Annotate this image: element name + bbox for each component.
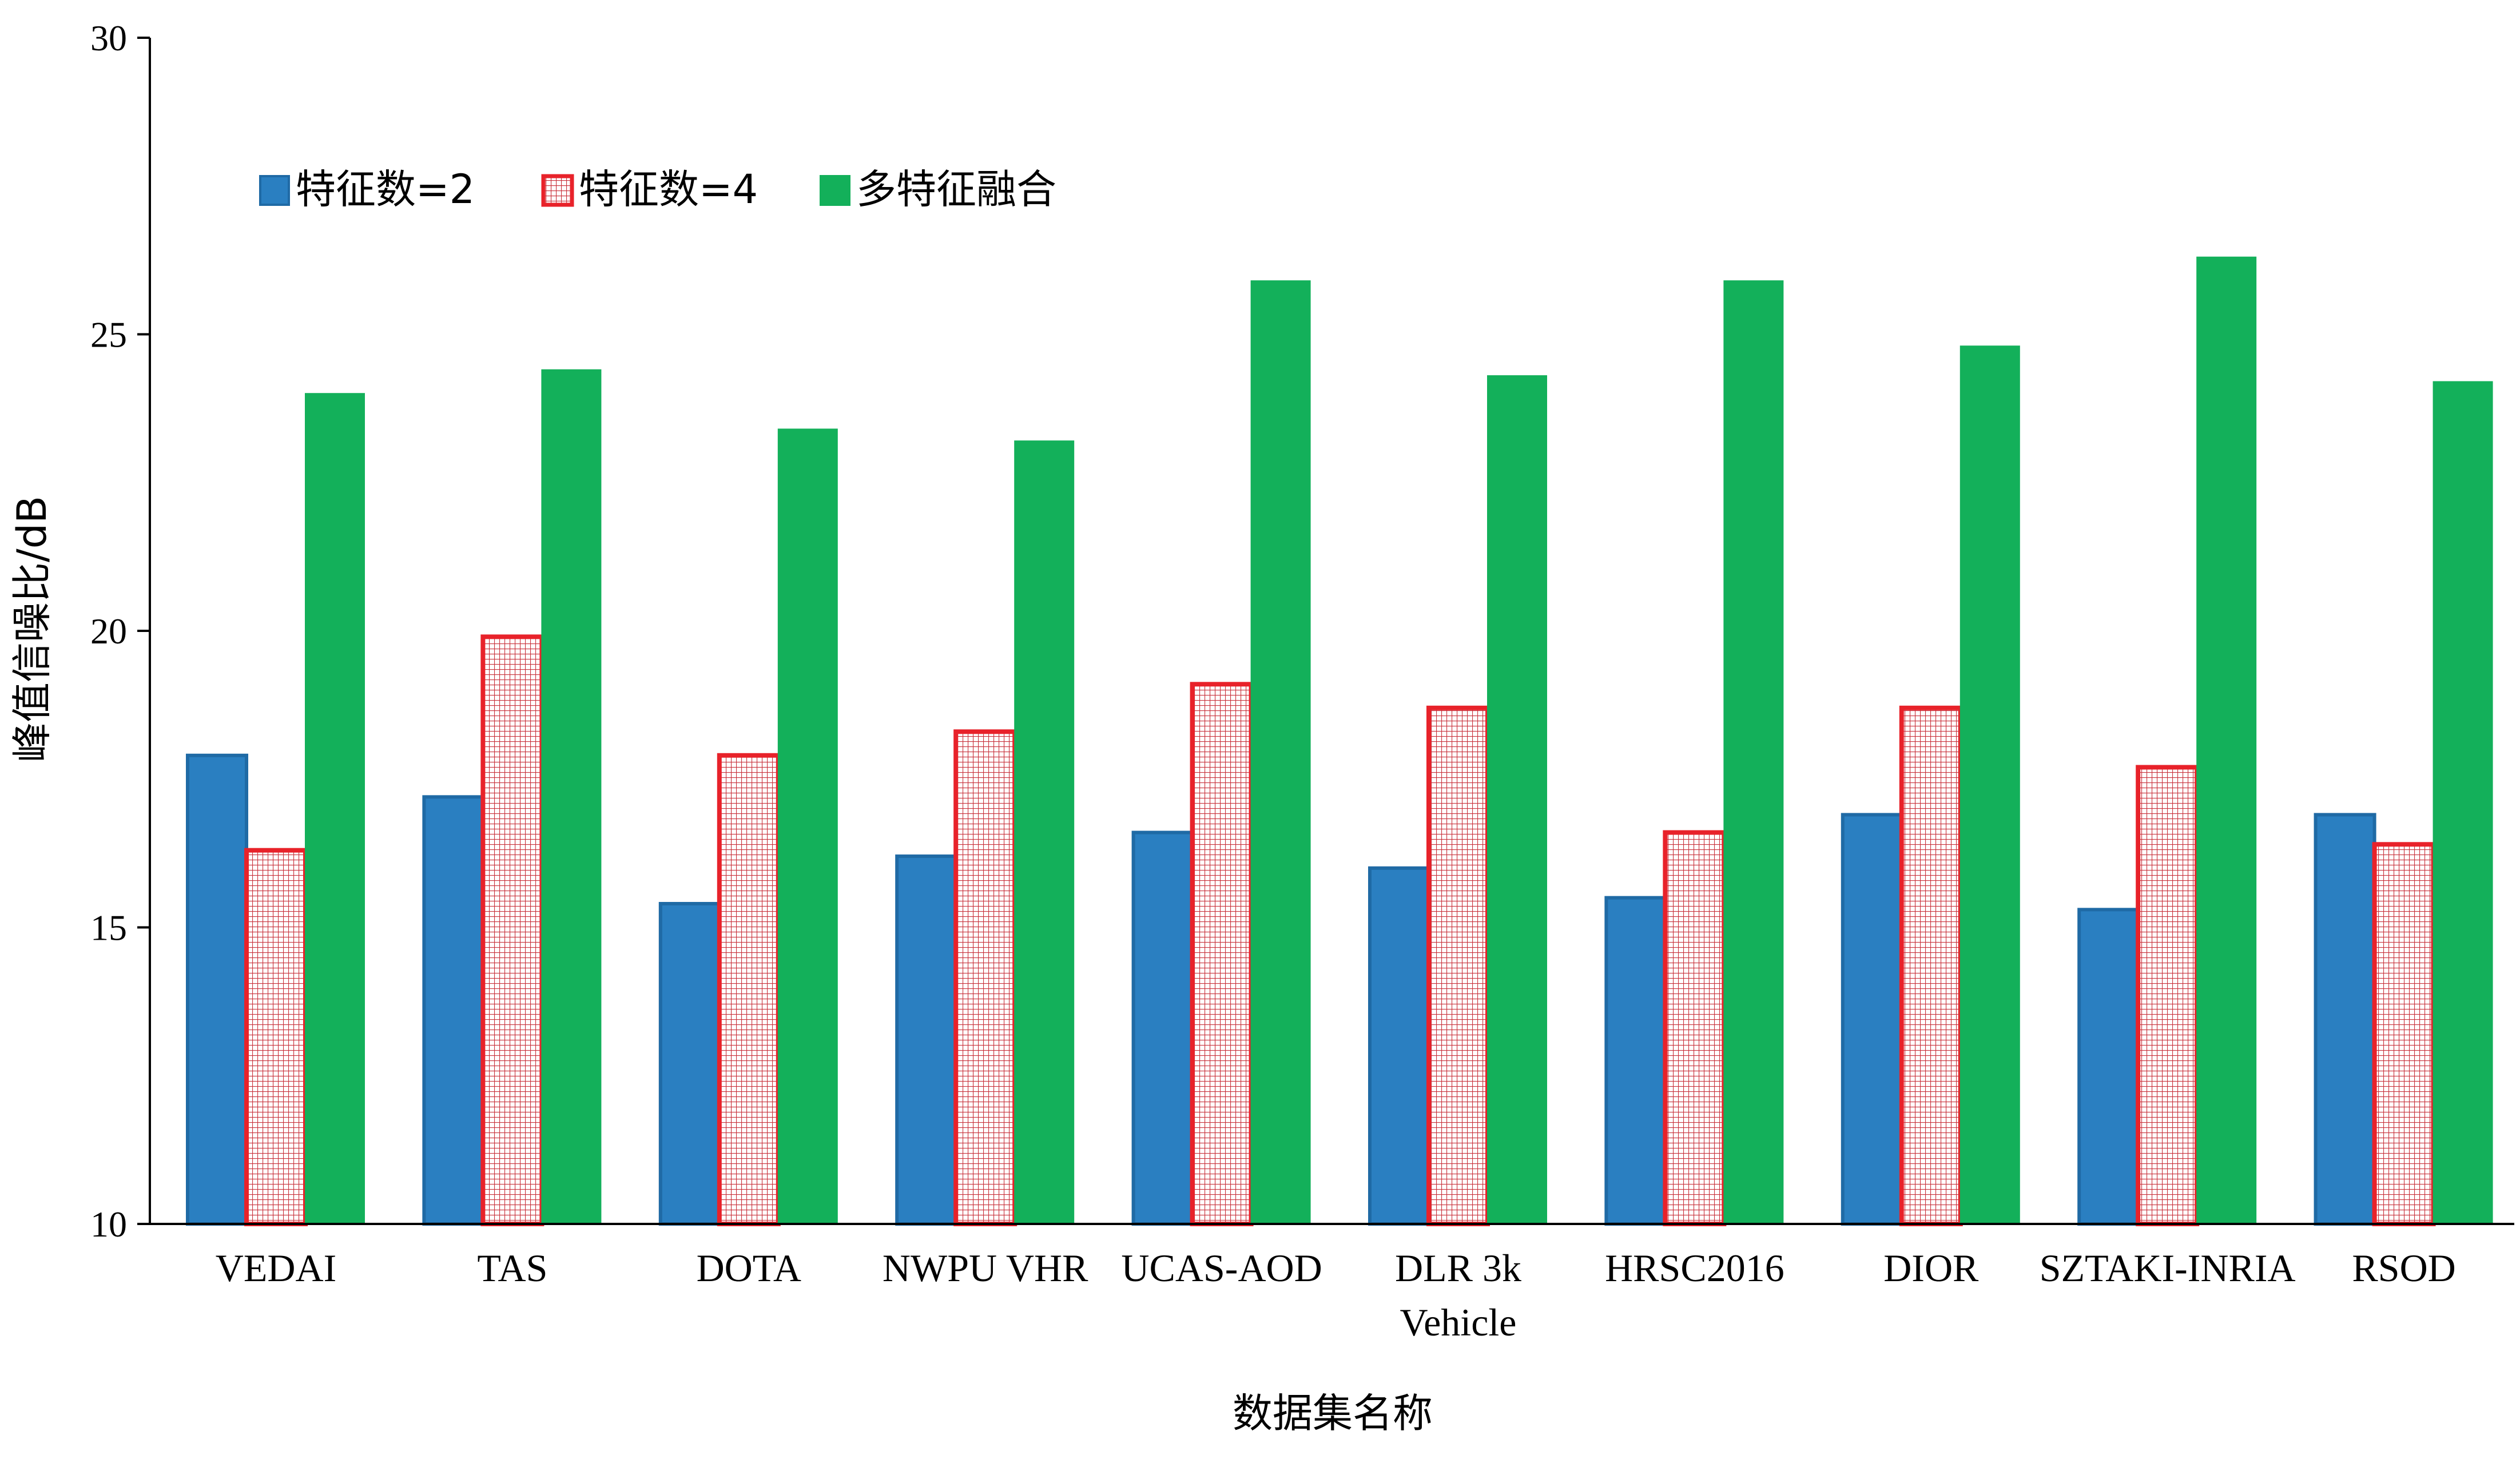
x-tick-label: TAS <box>477 1246 547 1290</box>
bar-2-2 <box>480 634 544 1226</box>
bar-2-7 <box>1663 830 1727 1226</box>
bar-1-7 <box>1604 896 1667 1226</box>
bar-3-5 <box>1250 280 1311 1225</box>
bar-2-8 <box>1899 705 1963 1227</box>
bar-3-4 <box>1014 440 1075 1225</box>
bar-2-3 <box>717 753 781 1226</box>
bar-1-4 <box>895 854 958 1226</box>
y-axis-title: 峰值信噪比/dB <box>9 496 55 762</box>
bar-1-2 <box>422 795 485 1226</box>
x-tick-label: DLR 3k <box>1395 1246 1521 1290</box>
y-ticks: 10 15 20 25 30 <box>90 18 150 1245</box>
bar-1-3 <box>658 902 721 1226</box>
legend-label-3: 多特征融合 <box>856 166 1056 213</box>
bar-2-4 <box>953 729 1017 1227</box>
bar-2-10 <box>2372 842 2436 1226</box>
x-tick-label: HRSC2016 <box>1605 1246 1784 1290</box>
x-tick-label: Vehicle <box>1400 1301 1517 1344</box>
bar-1-5 <box>1131 830 1194 1226</box>
bar-1-1 <box>186 753 248 1226</box>
legend: 特征数=2 特征数=4 多特征融合 <box>259 166 1056 213</box>
legend-label-2: 特征数=4 <box>579 166 758 213</box>
legend-swatch-1 <box>259 175 290 206</box>
x-tick-label: SZTAKI-INRIA <box>2040 1246 2296 1290</box>
x-tick-label: NWPU VHR <box>883 1246 1088 1290</box>
y-tick-label: 20 <box>90 611 127 651</box>
x-tick-labels: VEDAI TAS DOTA NWPU VHR UCAS-AOD DLR 3k Vehicl… <box>216 1246 2456 1344</box>
x-tick-label: VEDAI <box>216 1246 337 1290</box>
bar-2-5 <box>1190 682 1254 1226</box>
x-tick-label: DIOR <box>1883 1246 1979 1290</box>
bar-2-6 <box>1426 705 1490 1227</box>
legend-swatch-2 <box>541 174 574 207</box>
bars <box>186 256 2493 1227</box>
x-axis-title: 数据集名称 <box>1233 1390 1433 1437</box>
bar-3-8 <box>1959 345 2020 1225</box>
bar-2-9 <box>2136 765 2200 1226</box>
bar-3-6 <box>1487 375 1547 1225</box>
bar-3-7 <box>1723 280 1784 1225</box>
x-tick-label: RSOD <box>2352 1246 2455 1290</box>
legend-swatch-3 <box>820 175 850 206</box>
bar-1-8 <box>1841 813 1903 1226</box>
y-tick-label: 25 <box>90 315 127 355</box>
x-tick-label: DOTA <box>697 1246 801 1290</box>
y-tick-label: 30 <box>90 18 127 58</box>
legend-label-1: 特征数=2 <box>296 166 475 213</box>
x-tick-label: UCAS-AOD <box>1121 1246 1322 1290</box>
bar-1-6 <box>1368 866 1430 1226</box>
bar-1-9 <box>2077 908 2140 1226</box>
bar-3-3 <box>777 428 838 1225</box>
y-tick-label: 15 <box>90 908 127 948</box>
y-tick-label: 10 <box>90 1204 127 1245</box>
bar-1-10 <box>2314 813 2376 1226</box>
bar-3-10 <box>2432 381 2493 1225</box>
bar-3-2 <box>541 369 602 1225</box>
bar-2-1 <box>244 848 308 1226</box>
bar-3-9 <box>2196 256 2257 1225</box>
bar-3-1 <box>305 393 365 1225</box>
